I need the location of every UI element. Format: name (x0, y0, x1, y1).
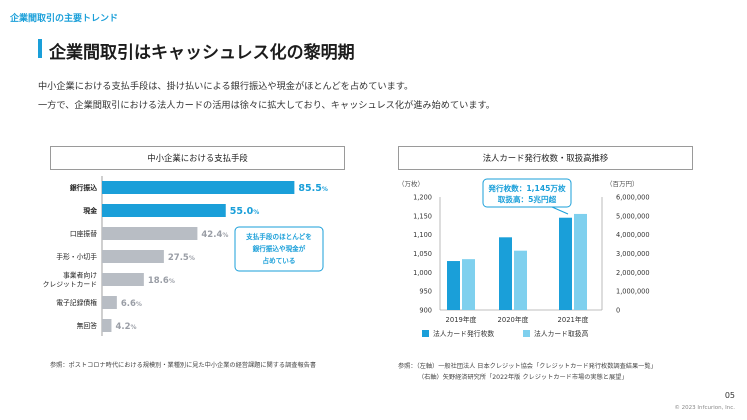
left-axis-title: （万枚） (398, 179, 424, 188)
callout-left-line-1: 支払手段のほとんどを (246, 232, 312, 241)
bar-6 (102, 296, 117, 309)
bar-1 (102, 181, 295, 194)
right-tick-label: 4,000,000 (616, 231, 650, 239)
right-source-note-2: （右軸）矢野経済研究所「2022年版 クレジットカード市場の実態と展望」 (418, 374, 628, 381)
left-tick-label: 1,100 (413, 231, 432, 239)
category-label-6: 電子記録債権 (56, 298, 97, 307)
left-tick-label: 1,050 (413, 250, 432, 258)
callout-right-pointer (551, 206, 569, 215)
left-tick-label: 950 (419, 288, 432, 296)
legend-label-card-count: 法人カード発行枚数 (433, 329, 494, 338)
lead-text-2: 一方で、企業間取引における法人カードの活用は徐々に拡大しており、キャッシュレス化… (38, 100, 495, 111)
category-label-2: 現金 (83, 206, 97, 215)
page-number: 05 (724, 391, 735, 400)
left-tick-label: 1,200 (413, 194, 432, 202)
callout-right-line-2: 取扱高：5兆円超 (498, 194, 557, 204)
card-count-bar-3 (559, 217, 572, 310)
copyright: © 2023 Infcurion, Inc. (674, 405, 735, 411)
lead-text-1: 中小企業における支払手段は、掛け払いによる銀行振込や現金がほとんどを占めています… (38, 81, 414, 92)
transaction-volume-bar-1 (462, 259, 475, 310)
callout-left-line-3: 占めている (263, 256, 296, 265)
bar-4 (102, 250, 164, 263)
transaction-volume-bar-2 (514, 250, 527, 310)
x-tick-label: 2019年度 (446, 315, 477, 324)
value-label-1: 85.5% (298, 183, 327, 194)
right-chart-title: 法人カード発行枚数・取扱高推移 (398, 146, 693, 170)
payment-methods-chart: 銀行振込 85.5% 現金 55.0% 口座振替 42.4% 手形・小切手 27.5% 事業者向… (43, 176, 328, 336)
page-title: 企業間取引はキャッシュレス化の黎明期 (49, 43, 355, 63)
right-tick-label: 5,000,000 (616, 212, 650, 220)
card-count-bar-1 (447, 261, 460, 310)
legend-swatch-transaction-volume (523, 330, 530, 337)
card-count-bar-2 (499, 237, 512, 310)
category-label-3: 口座振替 (70, 229, 97, 238)
callout-box-left: 支払手段のほとんどを 銀行振込や現金が 占めている (234, 226, 324, 272)
value-label-4: 27.5% (168, 253, 195, 263)
section-tag: 企業間取引の主要トレンド (10, 14, 119, 24)
right-tick-label: 1,000,000 (616, 288, 650, 296)
left-tick-label: 900 (419, 307, 432, 315)
payment-methods-bars: 銀行振込 85.5% 現金 55.0% 口座振替 42.4% 手形・小切手 27.5% 事業者向… (43, 176, 328, 336)
right-tick-label: 6,000,000 (616, 194, 650, 202)
transaction-volume-bar-3 (574, 213, 587, 310)
right-axis-title: （百万円） (606, 180, 639, 188)
value-label-5: 18.6% (148, 276, 175, 286)
value-label-2: 55.0% (230, 206, 259, 217)
x-tick-label: 2021年度 (558, 315, 589, 324)
value-label-3: 42.4% (201, 230, 228, 240)
callout-left-line-2: 銀行振込や現金が (253, 244, 306, 253)
right-tick-label: 2,000,000 (616, 269, 650, 277)
category-label-1: 銀行振込 (70, 183, 97, 192)
x-tick-label: 2020年度 (498, 315, 529, 324)
left-source-note: 参照：ポストコロナ時代における規模別・業種別に見た中小企業の経営課題に関する調査… (50, 362, 317, 369)
right-source-note-1: 参照：（左軸）一般社団法人 日本クレジット協会「クレジットカード発行枚数調査結果… (398, 363, 657, 370)
category-label-7: 無回答 (77, 321, 98, 330)
right-tick-label: 3,000,000 (616, 250, 650, 258)
bar-3 (102, 227, 198, 240)
value-label-6: 6.6% (121, 299, 142, 309)
corporate-card-chart: （万枚） （百万円） 900 950 1,000 1,050 1,100 1,150 1,200… (398, 178, 650, 338)
callout-right-line-1: 発行枚数：1,145万枚 (487, 183, 566, 193)
left-tick-label: 1,000 (413, 269, 432, 277)
bar-5 (102, 273, 144, 286)
value-label-7: 4.2% (115, 322, 136, 332)
left-chart-title: 中小企業における支払手段 (50, 146, 345, 170)
callout-box-right: 発行枚数：1,145万枚 取扱高：5兆円超 (482, 178, 572, 215)
bar-7 (102, 319, 112, 332)
bar-2 (102, 204, 226, 217)
legend-swatch-card-count (422, 330, 429, 337)
title-accent-bar (38, 39, 42, 58)
category-label-4: 手形・小切手 (56, 252, 97, 261)
left-tick-label: 1,150 (413, 212, 432, 220)
legend-label-transaction-volume: 法人カード取扱高 (534, 329, 589, 338)
category-label-5: 事業者向けクレジットカード (43, 271, 98, 289)
corporate-card-bars: （万枚） （百万円） 900 950 1,000 1,050 1,100 1,150 1,200… (398, 179, 650, 338)
right-tick-label: 0 (616, 307, 620, 315)
